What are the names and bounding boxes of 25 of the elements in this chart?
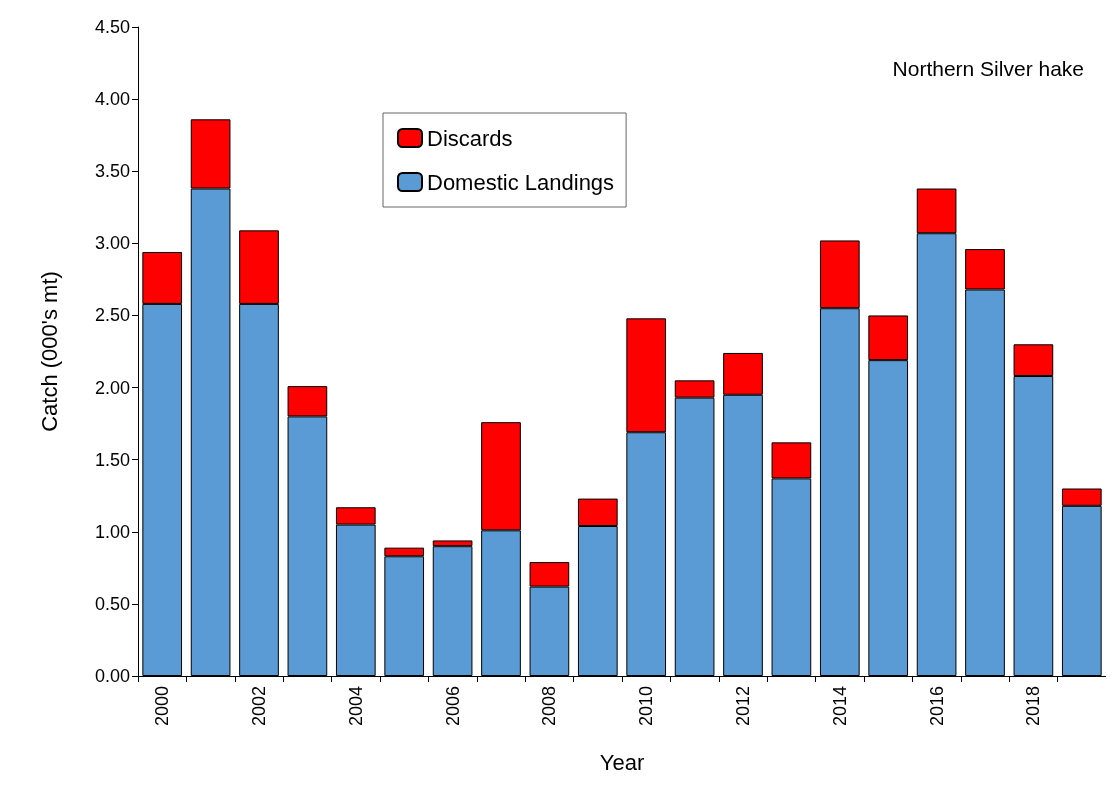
x-tick-label: 2014 xyxy=(829,686,850,727)
y-tick-label: 1.00 xyxy=(94,521,130,542)
y-tick-label: 2.50 xyxy=(94,305,130,326)
y-tick-label: 1.50 xyxy=(94,449,130,470)
annotation: Northern Silver hake xyxy=(892,57,1084,80)
y-tick-label: 4.50 xyxy=(94,17,130,37)
y-tick-label: 0.00 xyxy=(94,666,130,686)
y-tick-label: 2.00 xyxy=(94,377,130,398)
y-axis-title: Catch (000's mt) xyxy=(36,271,62,432)
y-tick-label: 3.50 xyxy=(94,161,130,182)
legend-label: Domestic Landings xyxy=(427,169,615,195)
x-tick-label: 2008 xyxy=(539,686,560,727)
y-tick-label: 4.00 xyxy=(94,89,130,110)
x-tick-label: 2000 xyxy=(152,686,173,727)
x-axis-title: Year xyxy=(599,749,645,775)
x-tick-label: 2006 xyxy=(442,686,463,727)
x-tick-label: 2016 xyxy=(926,686,947,727)
x-tick-label: 2018 xyxy=(1023,686,1044,727)
y-tick-label: 0.50 xyxy=(94,593,130,614)
x-tick-label: 2004 xyxy=(345,686,366,727)
x-tick-label: 2010 xyxy=(636,686,657,727)
x-tick-label: 2012 xyxy=(733,686,753,727)
x-tick-label: 2002 xyxy=(249,686,269,727)
legend-label: Discards xyxy=(427,125,513,151)
y-tick-label: 3.00 xyxy=(94,233,130,254)
